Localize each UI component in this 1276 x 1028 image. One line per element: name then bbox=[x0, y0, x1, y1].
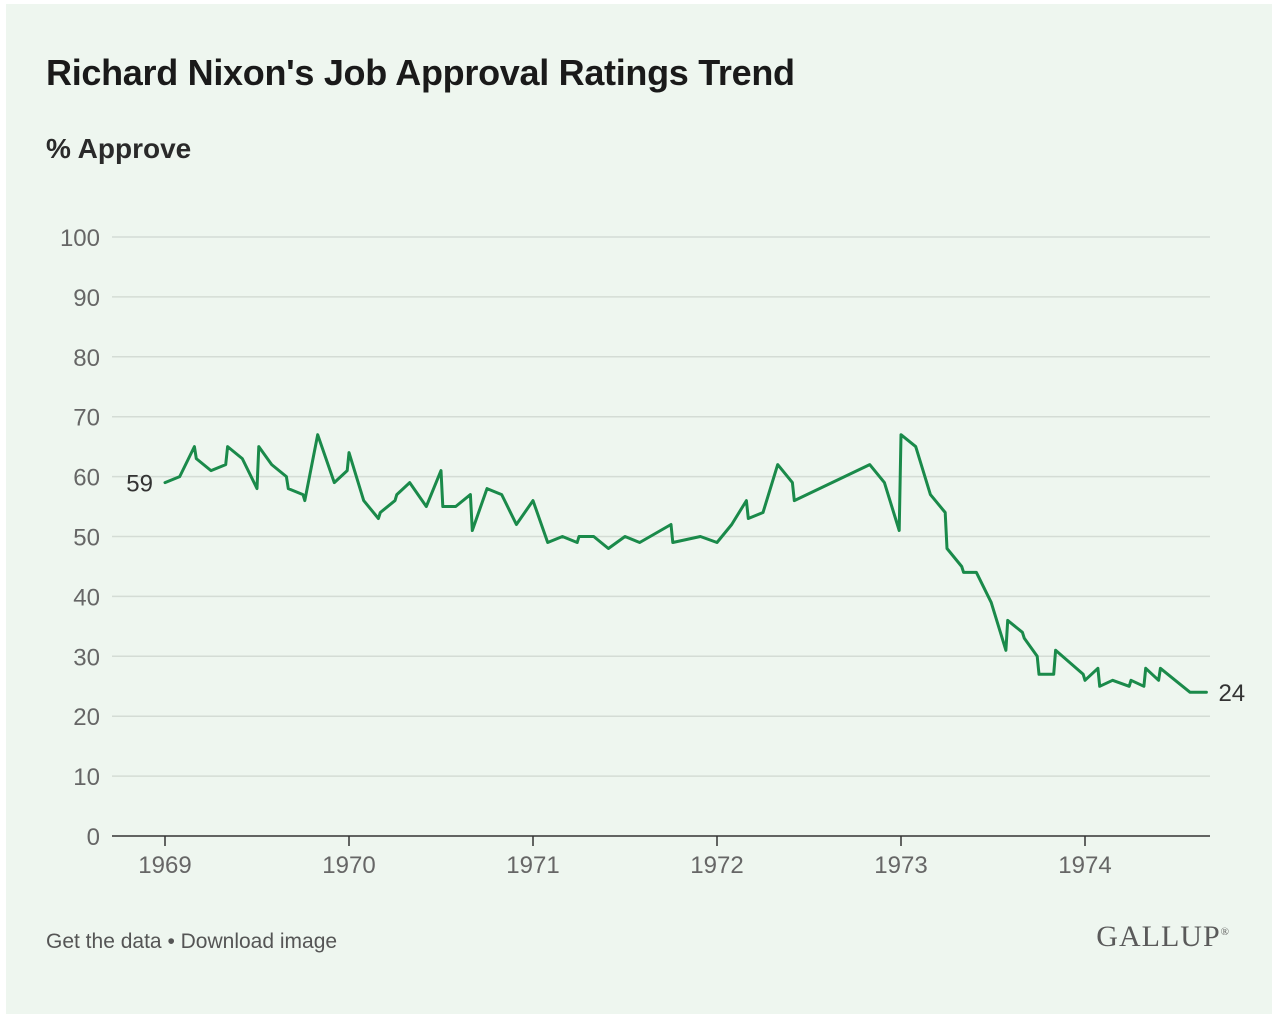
y-tick-label: 40 bbox=[73, 584, 100, 611]
end-value-label: 24 bbox=[1218, 680, 1245, 707]
footer-separator: • bbox=[167, 930, 175, 953]
y-tick-label: 10 bbox=[73, 764, 100, 791]
y-tick-label: 60 bbox=[73, 465, 100, 492]
y-tick-label: 30 bbox=[73, 644, 100, 671]
chart-card bbox=[6, 4, 1272, 1014]
y-tick-label: 0 bbox=[87, 824, 100, 851]
approval-series-line bbox=[163, 433, 1208, 694]
download-image-link[interactable]: Download image bbox=[180, 930, 338, 953]
gallup-logo-text: GALLUP bbox=[1096, 920, 1221, 953]
get-data-link[interactable]: Get the data bbox=[46, 930, 162, 953]
x-tick-label: 1971 bbox=[506, 852, 559, 879]
y-tick-label: 70 bbox=[73, 405, 100, 432]
y-tick-label: 50 bbox=[73, 525, 100, 552]
x-tick-label: 1972 bbox=[690, 852, 743, 879]
x-tick-label: 1973 bbox=[874, 852, 927, 879]
gallup-logo: GALLUP® bbox=[1096, 920, 1230, 953]
y-tick-label: 80 bbox=[73, 345, 100, 372]
footer-links: Get the data • Download image bbox=[46, 930, 337, 954]
y-tick-label: 100 bbox=[60, 225, 100, 252]
start-value-label: 59 bbox=[126, 471, 153, 498]
x-tick-label: 1970 bbox=[322, 852, 375, 879]
x-tick-label: 1969 bbox=[138, 852, 191, 879]
x-tick-label: 1974 bbox=[1058, 852, 1111, 879]
chart-subtitle: % Approve bbox=[46, 133, 192, 164]
y-tick-label: 20 bbox=[73, 704, 100, 731]
chart-title: Richard Nixon's Job Approval Ratings Tre… bbox=[46, 52, 795, 93]
y-tick-label: 90 bbox=[73, 285, 100, 312]
